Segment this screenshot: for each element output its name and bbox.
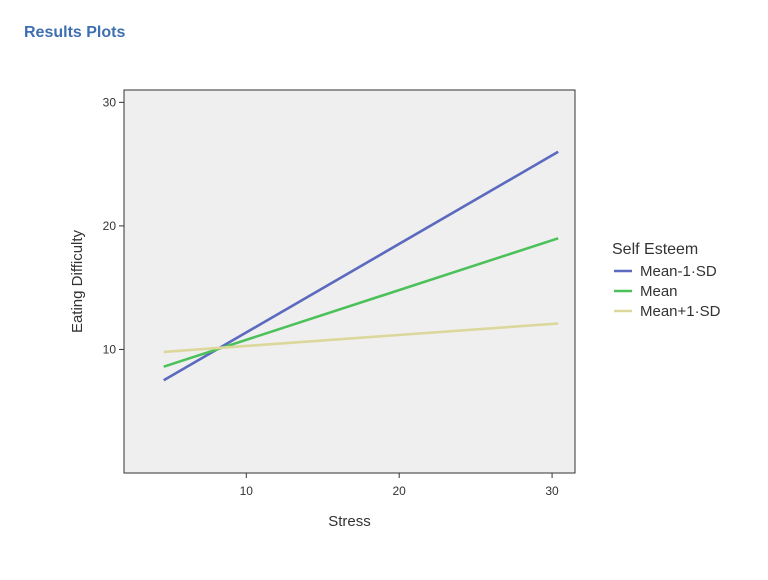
x-tick-label: 10	[240, 484, 254, 498]
legend-label: Mean-1·SD	[640, 263, 717, 280]
legend-label: Mean	[640, 283, 678, 300]
series-line-2	[163, 237, 559, 368]
legend-title: Self Esteem	[612, 241, 698, 258]
section-title: Results Plots	[24, 24, 126, 41]
x-tick-label: 30	[545, 484, 559, 498]
series-line-3	[163, 322, 559, 354]
x-axis-label: Stress	[328, 513, 371, 530]
plot-panel	[123, 89, 576, 474]
x-tick-label: 20	[393, 484, 407, 498]
y-tick-label: 30	[103, 95, 117, 109]
y-axis-label: Eating Difficulty	[69, 229, 86, 333]
y-tick-label: 10	[103, 342, 117, 356]
legend-label: Mean+1·SD	[640, 303, 721, 320]
y-tick-label: 20	[103, 219, 117, 233]
series-line-1	[163, 150, 559, 382]
